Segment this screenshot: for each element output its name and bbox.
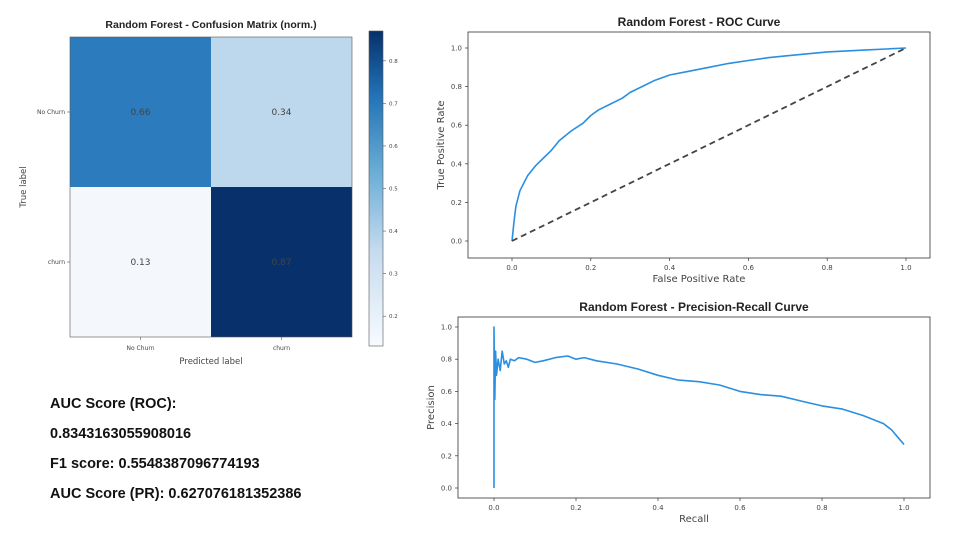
cm-ytick-label: No Churn <box>37 109 65 116</box>
roc-plot-frame <box>467 31 931 259</box>
roc-ytick-label: 0.2 <box>451 199 462 207</box>
pr-xtick-label: 1.0 <box>898 504 909 512</box>
cm-xtick-label: churn <box>273 345 290 352</box>
roc-xtick-label: 0.4 <box>664 264 676 272</box>
cm-colorbar <box>368 30 384 347</box>
cm-colorbar-tick-label: 0.3 <box>389 272 398 278</box>
cm-frame <box>69 36 353 338</box>
roc-title: Random Forest - ROC Curve <box>618 15 781 29</box>
pr-ytick-label: 0.4 <box>441 420 453 428</box>
metrics-panel: AUC Score (ROC): 0.8343163055908016 F1 s… <box>50 392 301 512</box>
roc-ytick-label: 0.8 <box>451 83 462 91</box>
cm-xlabel: Predicted label <box>179 357 242 367</box>
roc-xtick-label: 0.8 <box>822 264 833 272</box>
cm-ylabel: True label <box>19 166 29 208</box>
cm-colorbar-tick-label: 0.8 <box>389 59 398 65</box>
pr-title: Random Forest - Precision-Recall Curve <box>579 300 809 314</box>
roc-xtick-label: 1.0 <box>900 264 911 272</box>
roc-series-chance <box>511 47 907 242</box>
auc-roc-label: AUC Score (ROC): <box>50 396 177 412</box>
pr-series-pr <box>493 326 905 488</box>
roc-curve-chart: Random Forest - ROC Curve 0.0 0.2 0.4 0.6 0.8… <box>436 15 931 285</box>
roc-xtick-label: 0.6 <box>743 264 755 272</box>
pr-xtick-label: 0.8 <box>816 504 827 512</box>
roc-xlabel: False Positive Rate <box>653 274 746 285</box>
pr-ytick-label: 0.8 <box>441 356 452 364</box>
roc-xtick-label: 0.0 <box>506 264 517 272</box>
roc-ytick-label: 0.6 <box>451 122 463 130</box>
pr-ytick-label: 0.0 <box>441 485 452 493</box>
confusion-matrix-chart: Random Forest - Confusion Matrix (norm.)… <box>19 19 398 367</box>
cm-colorbar-tick-label: 0.4 <box>389 229 398 235</box>
pr-plot-frame <box>457 316 931 499</box>
roc-ylabel: True Positive Rate <box>436 100 447 190</box>
cm-cell-0-1 <box>211 37 352 187</box>
cm-colorbar-tick-label: 0.5 <box>389 187 398 193</box>
cm-colorbar-tick-label: 0.7 <box>389 101 398 107</box>
cm-cell-1-0 <box>70 187 211 337</box>
roc-ytick-label: 0.4 <box>451 160 463 168</box>
roc-series-roc <box>511 47 907 242</box>
roc-ytick-label: 0.0 <box>451 238 462 246</box>
roc-ytick-label: 1.0 <box>451 45 462 53</box>
cm-colorbar-tick-label: 0.6 <box>389 144 398 150</box>
cm-cell-0-0 <box>70 37 211 187</box>
cm-cell-label-1-1: 0.87 <box>271 258 291 268</box>
pr-xtick-label: 0.0 <box>488 504 499 512</box>
auc-roc-value: 0.8343163055908016 <box>50 426 192 442</box>
precision-recall-chart: Random Forest - Precision-Recall Curve 0.… <box>426 300 931 525</box>
cm-title: Random Forest - Confusion Matrix (norm.) <box>105 19 316 31</box>
roc-xtick-label: 0.2 <box>585 264 596 272</box>
pr-xtick-label: 0.6 <box>734 504 746 512</box>
cm-ytick-label: churn <box>48 259 65 266</box>
f1-score-line: F1 score: 0.5548387096774193 <box>50 456 260 472</box>
pr-xlabel: Recall <box>679 514 709 525</box>
cm-colorbar-tick-label: 0.2 <box>389 314 398 320</box>
pr-xtick-label: 0.2 <box>570 504 581 512</box>
cm-cell-label-0-1: 0.34 <box>271 108 291 118</box>
cm-xtick-label: No Churn <box>126 345 154 352</box>
pr-ytick-label: 0.6 <box>441 388 453 396</box>
cm-cell-1-1 <box>211 187 352 337</box>
pr-ytick-label: 1.0 <box>441 324 452 332</box>
cm-cell-label-1-0: 0.13 <box>130 258 150 268</box>
auc-pr-line: AUC Score (PR): 0.627076181352386 <box>50 486 302 502</box>
cm-cell-label-0-0: 0.66 <box>130 108 150 118</box>
pr-ytick-label: 0.2 <box>441 452 452 460</box>
pr-xtick-label: 0.4 <box>652 504 664 512</box>
pr-ylabel: Precision <box>426 385 437 430</box>
